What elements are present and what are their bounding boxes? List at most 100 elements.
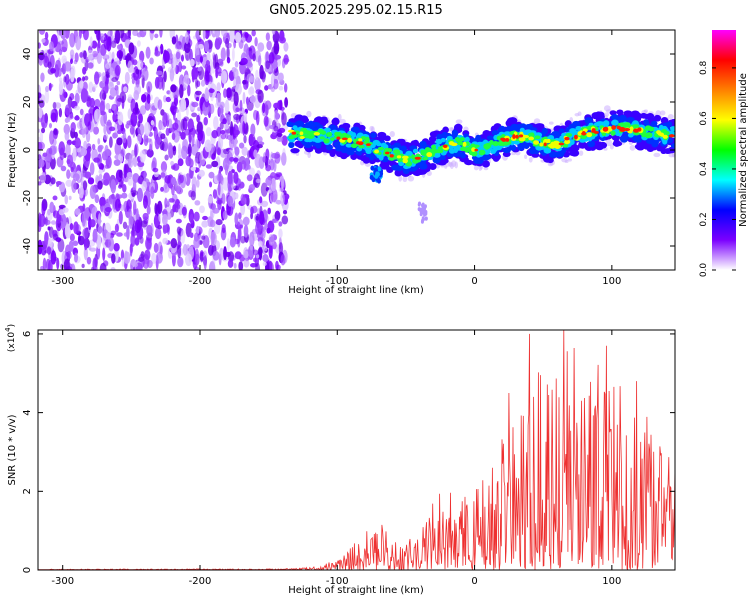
spectrogram-noise-blob (47, 226, 51, 231)
spectrogram-noise-blob (160, 133, 166, 140)
spectrogram-ridge-blob (611, 119, 619, 126)
spectrogram-noise-blob (270, 73, 275, 87)
spectrogram-noise-blob (226, 46, 230, 60)
spectrogram-noise-blob (242, 91, 246, 105)
spectrogram-noise-blob (228, 71, 235, 80)
spectrogram-noise-blob (278, 228, 283, 239)
spectrogram-noise-blob (259, 210, 265, 226)
spectrogram-noise-blob (273, 102, 279, 109)
spectrogram-ridge-blob (642, 144, 652, 150)
spectrogram-noise-blob (140, 73, 144, 79)
spectrogram-noise-blob (38, 92, 42, 99)
spectrogram-noise-blob (172, 130, 180, 143)
spectrogram-noise-blob (284, 83, 288, 93)
spectrogram-ridge-blob (428, 135, 437, 143)
spectrogram-ridge-blob (507, 117, 518, 125)
spectrogram-noise-blob (156, 200, 163, 214)
spectrogram-noise-blob (283, 54, 289, 65)
spectrogram-noise-blob (277, 72, 284, 82)
spectrogram-ridge-blob (328, 148, 338, 155)
spectrogram-halo-blob (667, 113, 674, 120)
spectrogram-noise-blob (89, 36, 93, 48)
spectrogram-ridge-blob (288, 135, 295, 140)
spectrogram-ridge-blob (603, 126, 609, 132)
spectrogram-noise-blob (89, 97, 96, 108)
spectrogram-ridge-blob (619, 114, 626, 120)
spectrogram-noise-blob (266, 40, 272, 51)
spectrogram-noise-blob (73, 137, 82, 149)
spectrogram-noise-blob (151, 252, 157, 265)
spectrogram-ridge-blob (539, 142, 544, 147)
spectrogram-noise-blob (139, 149, 146, 163)
spectrogram-noise-blob (217, 199, 222, 211)
spectrogram-noise-blob (254, 37, 258, 47)
spectrogram-ridge-blob (299, 131, 304, 136)
spectrogram-noise-blob (165, 127, 170, 136)
spectrogram-noise-blob (234, 129, 240, 136)
spectrogram-noise-blob (64, 223, 72, 239)
spectrogram-noise-blob (233, 68, 239, 80)
spectrogram-halo-blob (419, 212, 423, 217)
spectrogram-ridge-blob (336, 132, 342, 137)
spectrogram-halo-blob (449, 162, 454, 169)
spectrogram-noise-blob (163, 70, 167, 83)
spectrogram-noise-blob (208, 88, 215, 94)
spectrogram-halo-blob (511, 151, 516, 156)
spectrogram-ridge-blob (372, 139, 381, 146)
spectrogram-noise-blob (170, 84, 177, 93)
spectrogram-noise-blob (125, 123, 130, 129)
spectrogram-noise-blob (126, 225, 130, 240)
spectrogram-noise-blob (278, 85, 284, 91)
spectrogram-noise-blob (206, 52, 211, 61)
spectrogram-ridge-blob (446, 152, 455, 158)
spectrogram-ridge-blob (471, 150, 478, 157)
spectrogram-noise-blob (170, 101, 177, 116)
spectrogram-noise-blob (237, 212, 242, 220)
spectrogram-noise-blob (114, 30, 121, 44)
spectrogram-noise-blob (176, 203, 181, 210)
spectrogram-noise-blob (155, 70, 163, 76)
spectrogram-noise-blob (145, 46, 151, 59)
spectrogram-noise-blob (180, 54, 184, 62)
spectrogram-noise-blob (65, 143, 71, 158)
spectrogram-noise-blob (103, 133, 109, 140)
spectrogram-noise-blob (209, 219, 216, 228)
spectrogram-noise-blob (242, 79, 247, 85)
spectrogram-noise-blob (217, 147, 222, 156)
spectrogram-noise-blob (109, 67, 114, 75)
spectrogram-noise-blob (172, 145, 177, 156)
spectrogram-noise-blob (239, 142, 245, 149)
spectrogram-ridge-blob (430, 148, 436, 153)
spectrogram-noise-blob (179, 84, 184, 99)
spectrogram-ridge-blob (543, 142, 547, 147)
spectrogram-ridge-blob (553, 140, 560, 146)
spectrogram-noise-blob (172, 122, 179, 131)
spectrogram-noise-blob (180, 118, 185, 133)
spectrogram-halo-blob (483, 166, 489, 171)
spectrogram-ridge-blob (643, 113, 653, 120)
spectrogram-noise-blob (107, 51, 113, 64)
spectrogram-noise-blob (166, 199, 170, 207)
spectrogram-noise-blob (105, 63, 111, 69)
spectrogram-noise-blob (128, 215, 134, 229)
spectrogram-ridge-blob (543, 147, 552, 154)
spectrogram-noise-blob (132, 200, 137, 216)
spectrogram-noise-blob (64, 104, 71, 116)
snr-marks (38, 330, 675, 570)
spectrogram-noise-blob (65, 179, 73, 187)
spectrogram-noise-blob (82, 227, 89, 239)
spectrogram-ridge-blob (412, 139, 420, 147)
spectrogram-noise-blob (271, 30, 276, 35)
spectrogram-noise-blob (113, 103, 118, 116)
spectrogram-ridge-blob (575, 125, 582, 131)
spectrogram-halo-blob (548, 121, 554, 125)
spectrogram-noise-blob (187, 118, 194, 133)
spectrogram-noise-blob (177, 244, 182, 259)
spectrogram-noise-blob (184, 47, 191, 61)
spectrogram-ridge-blob (610, 130, 616, 136)
spectrogram-noise-blob (204, 30, 210, 40)
spectrogram-ridge-blob (426, 151, 433, 158)
spectrogram-noise-blob (81, 263, 85, 269)
spectrogram-noise-blob (278, 187, 284, 193)
